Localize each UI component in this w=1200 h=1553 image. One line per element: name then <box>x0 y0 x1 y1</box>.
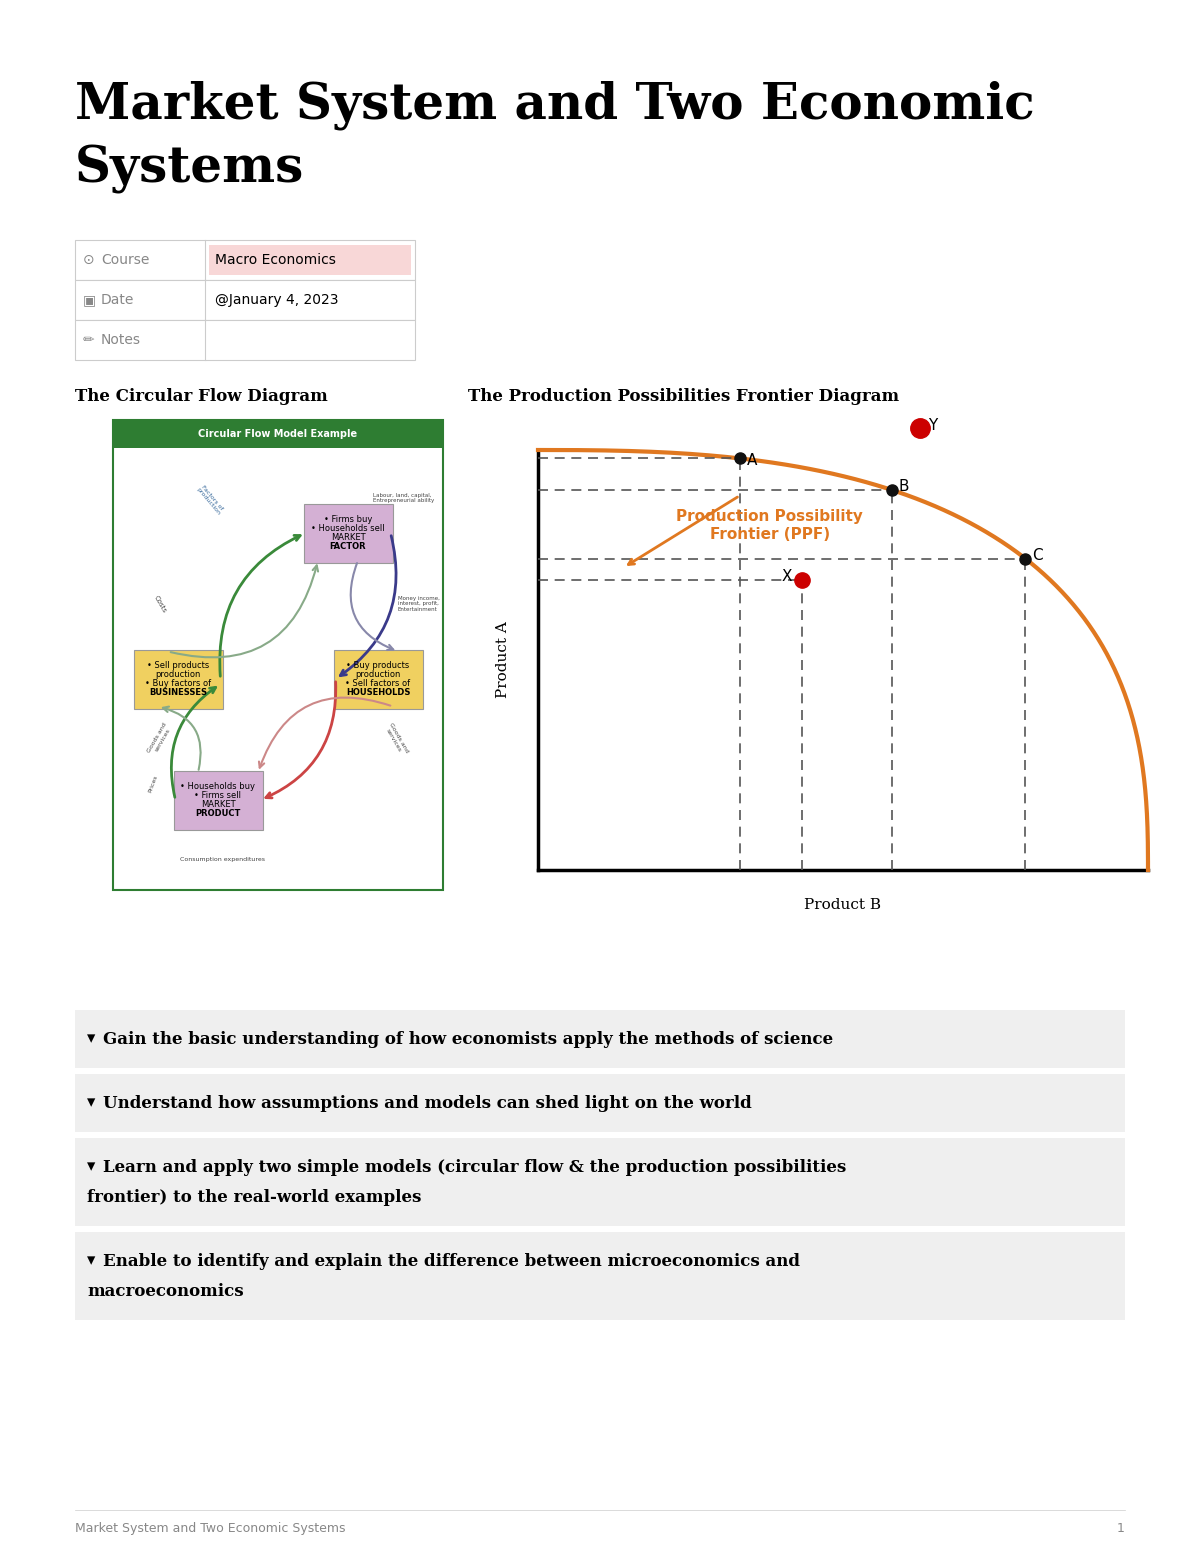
FancyBboxPatch shape <box>133 649 222 708</box>
Bar <box>74 1138 1126 1225</box>
Text: Market System and Two Economic: Market System and Two Economic <box>74 81 1034 129</box>
FancyBboxPatch shape <box>334 649 422 708</box>
Text: PRODUCT: PRODUCT <box>196 809 241 818</box>
Text: • Sell factors of: • Sell factors of <box>346 679 410 688</box>
Text: Notes: Notes <box>101 332 142 346</box>
Text: • Sell products: • Sell products <box>146 662 209 669</box>
Bar <box>74 320 415 360</box>
Bar <box>74 280 415 320</box>
Text: Product B: Product B <box>804 898 882 912</box>
Text: Gain the basic understanding of how economists apply the methods of science: Gain the basic understanding of how econ… <box>103 1031 833 1048</box>
Text: Understand how assumptions and models can shed light on the world: Understand how assumptions and models ca… <box>103 1095 751 1112</box>
Text: Factors of
production: Factors of production <box>194 483 226 517</box>
Text: ✏: ✏ <box>83 332 95 346</box>
Text: X: X <box>781 570 792 584</box>
Text: ▾: ▾ <box>88 1253 95 1269</box>
Text: • Households sell: • Households sell <box>311 523 385 533</box>
Text: Enable to identify and explain the difference between microeconomics and: Enable to identify and explain the diffe… <box>103 1253 800 1269</box>
Text: Course: Course <box>101 253 149 267</box>
Text: Labour, land, capital,
Entrepreneurial ability: Labour, land, capital, Entrepreneurial a… <box>373 492 434 503</box>
Text: ▣: ▣ <box>83 294 96 307</box>
Text: BUSINESSES: BUSINESSES <box>149 688 208 697</box>
Text: Market System and Two Economic Systems: Market System and Two Economic Systems <box>74 1522 346 1534</box>
Text: Product A: Product A <box>496 621 510 699</box>
Text: Y: Y <box>928 418 937 433</box>
Text: Production Possibility
Frontier (PPF): Production Possibility Frontier (PPF) <box>677 509 863 542</box>
Text: Learn and apply two simple models (circular flow & the production possibilities: Learn and apply two simple models (circu… <box>103 1159 846 1176</box>
Text: Macro Economics: Macro Economics <box>215 253 336 267</box>
FancyBboxPatch shape <box>209 245 410 275</box>
Text: A: A <box>746 453 757 467</box>
Text: FACTOR: FACTOR <box>330 542 366 551</box>
Text: Circular Flow Model Example: Circular Flow Model Example <box>198 429 358 439</box>
Text: • Buy factors of: • Buy factors of <box>145 679 211 688</box>
Text: ▾: ▾ <box>88 1095 95 1112</box>
Text: B: B <box>899 480 910 494</box>
Text: Date: Date <box>101 294 134 307</box>
FancyBboxPatch shape <box>174 770 263 829</box>
Text: ▾: ▾ <box>88 1159 95 1176</box>
Text: @January 4, 2023: @January 4, 2023 <box>215 294 338 307</box>
Bar <box>113 419 443 447</box>
Bar <box>74 1232 1126 1320</box>
Text: production: production <box>155 669 200 679</box>
Text: production: production <box>355 669 401 679</box>
Text: MARKET: MARKET <box>331 533 365 542</box>
Text: • Firms buy: • Firms buy <box>324 516 372 523</box>
Text: • Firms sell: • Firms sell <box>194 790 241 800</box>
Text: HOUSEHOLDS: HOUSEHOLDS <box>346 688 410 697</box>
Text: ⊙: ⊙ <box>83 253 95 267</box>
Text: The Circular Flow Diagram: The Circular Flow Diagram <box>74 388 328 405</box>
Text: ▾: ▾ <box>88 1031 95 1048</box>
FancyBboxPatch shape <box>304 503 392 562</box>
Text: Systems: Systems <box>74 144 305 194</box>
Text: frontier) to the real-world examples: frontier) to the real-world examples <box>88 1188 421 1205</box>
Text: The Production Possibilities Frontier Diagram: The Production Possibilities Frontier Di… <box>468 388 899 405</box>
Text: Goods and
services: Goods and services <box>383 722 409 756</box>
Text: MARKET: MARKET <box>200 800 235 809</box>
Text: Goods and
services: Goods and services <box>146 722 173 756</box>
Bar <box>113 419 443 890</box>
Text: • Households buy: • Households buy <box>180 783 256 790</box>
Text: C: C <box>1032 548 1043 564</box>
Bar <box>74 241 415 280</box>
Text: macroeconomics: macroeconomics <box>88 1283 244 1300</box>
Text: Consumption expenditures: Consumption expenditures <box>180 857 265 862</box>
Bar <box>74 1009 1126 1068</box>
Bar <box>74 1075 1126 1132</box>
Text: Costs: Costs <box>152 595 167 613</box>
Text: Money income,
interest, profit,
Entertainment: Money income, interest, profit, Entertai… <box>398 596 440 612</box>
Text: Prices: Prices <box>148 775 158 794</box>
Text: 1: 1 <box>1117 1522 1126 1534</box>
Text: • Buy products: • Buy products <box>347 662 409 669</box>
